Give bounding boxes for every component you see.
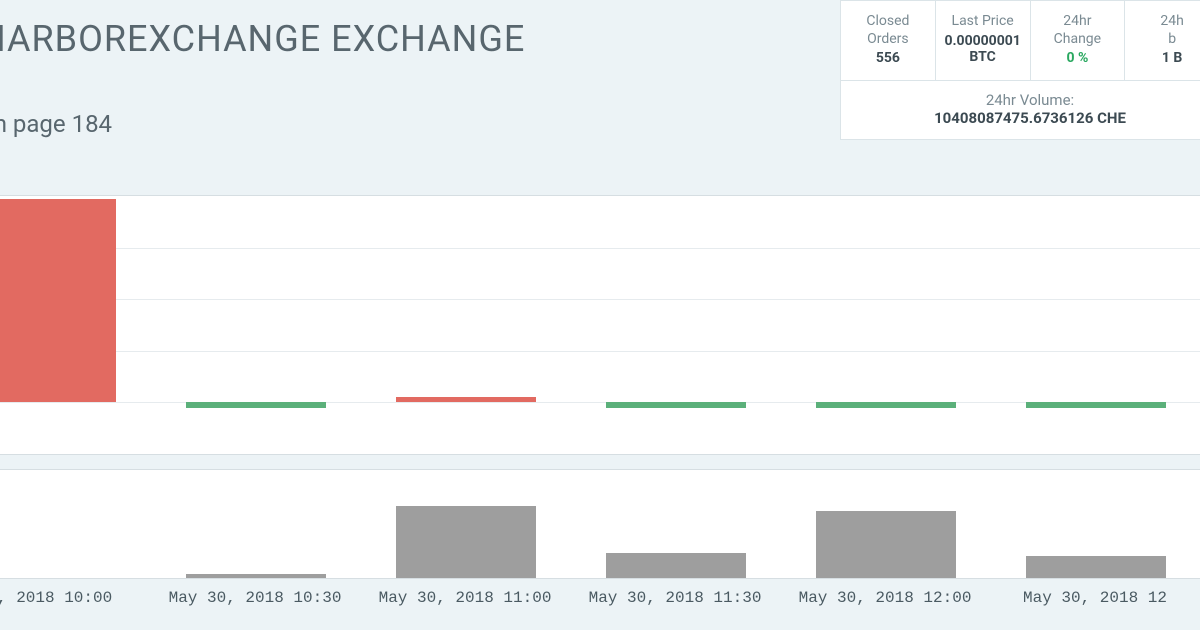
stats-panel: Closed Orders 556 Last Price 0.00000001 BTC…	[840, 0, 1200, 140]
gridline	[0, 351, 1200, 352]
axis-tick: 30, 2018 10:00	[0, 589, 112, 607]
page-root: HARBOREXCHANGE EXCHANGE on page 184 Clos…	[0, 0, 1200, 630]
stat-value: 0 %	[1035, 50, 1121, 66]
candle-bar	[816, 402, 956, 407]
volume-bar	[396, 506, 536, 578]
x-axis: 30, 2018 10:00 May 30, 2018 10:30 May 30, …	[0, 585, 1200, 615]
gridline	[0, 299, 1200, 300]
panel-gap	[0, 455, 1200, 469]
volume-bar	[816, 511, 956, 578]
axis-tick: May 30, 2018 10:30	[169, 589, 342, 607]
stat-cell: Last Price 0.00000001 BTC	[936, 1, 1031, 80]
axis-tick: May 30, 2018 11:00	[379, 589, 552, 607]
page-header: HARBOREXCHANGE EXCHANGE	[0, 18, 525, 60]
stat-label: 24hr Change	[1035, 13, 1121, 48]
stat-value: 0.00000001 BTC	[940, 33, 1026, 65]
stats-row: Closed Orders 556 Last Price 0.00000001 BTC…	[841, 1, 1200, 81]
volume-row: 24hr Volume: 10408087475.6736126 CHE	[841, 81, 1200, 139]
stat-cell: 24h b 1 B	[1125, 1, 1200, 80]
volume-value: 10408087475.6736126 CHE	[847, 109, 1200, 127]
candle-bar	[606, 402, 746, 407]
page-subtitle: on page 184	[0, 110, 112, 138]
volume-chart[interactable]	[0, 469, 1200, 579]
page-title: HARBOREXCHANGE EXCHANGE	[0, 18, 525, 60]
axis-tick: May 30, 2018 11:30	[589, 589, 762, 607]
stat-cell: Closed Orders 556	[841, 1, 936, 80]
axis-tick: May 30, 2018 12:00	[799, 589, 972, 607]
candle-bar	[396, 397, 536, 402]
candle-bar	[0, 199, 116, 403]
stat-label: Closed Orders	[845, 13, 931, 48]
stat-cell: 24hr Change 0 %	[1031, 1, 1126, 80]
stat-label: 24h b	[1129, 13, 1200, 48]
axis-tick: May 30, 2018 12	[1023, 589, 1167, 607]
volume-bar	[1026, 556, 1166, 578]
volume-bar	[186, 574, 326, 578]
gridline	[0, 248, 1200, 249]
candle-bar	[186, 402, 326, 407]
price-chart[interactable]	[0, 195, 1200, 455]
chart-area[interactable]: 30, 2018 10:00 May 30, 2018 10:30 May 30, …	[0, 195, 1200, 630]
volume-bar	[606, 553, 746, 578]
stat-value: 1 B	[1129, 50, 1200, 66]
gridline	[0, 402, 1200, 403]
candle-bar	[1026, 402, 1166, 407]
stat-value: 556	[845, 50, 931, 66]
volume-label: 24hr Volume:	[847, 91, 1200, 109]
stat-label: Last Price	[940, 13, 1026, 31]
